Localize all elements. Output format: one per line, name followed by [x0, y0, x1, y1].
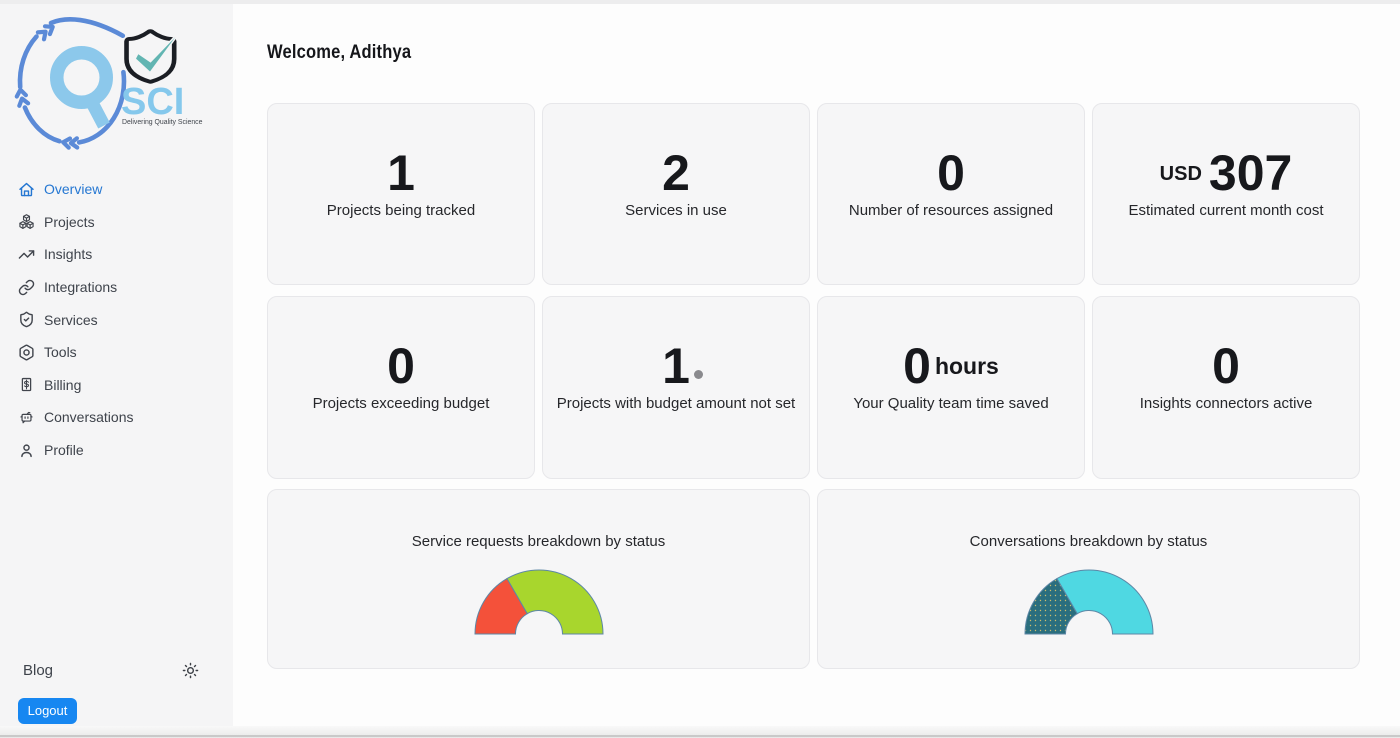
svg-text:Delivering Quality Science: Delivering Quality Science	[122, 119, 203, 126]
svg-text:SCI: SCI	[121, 81, 184, 123]
